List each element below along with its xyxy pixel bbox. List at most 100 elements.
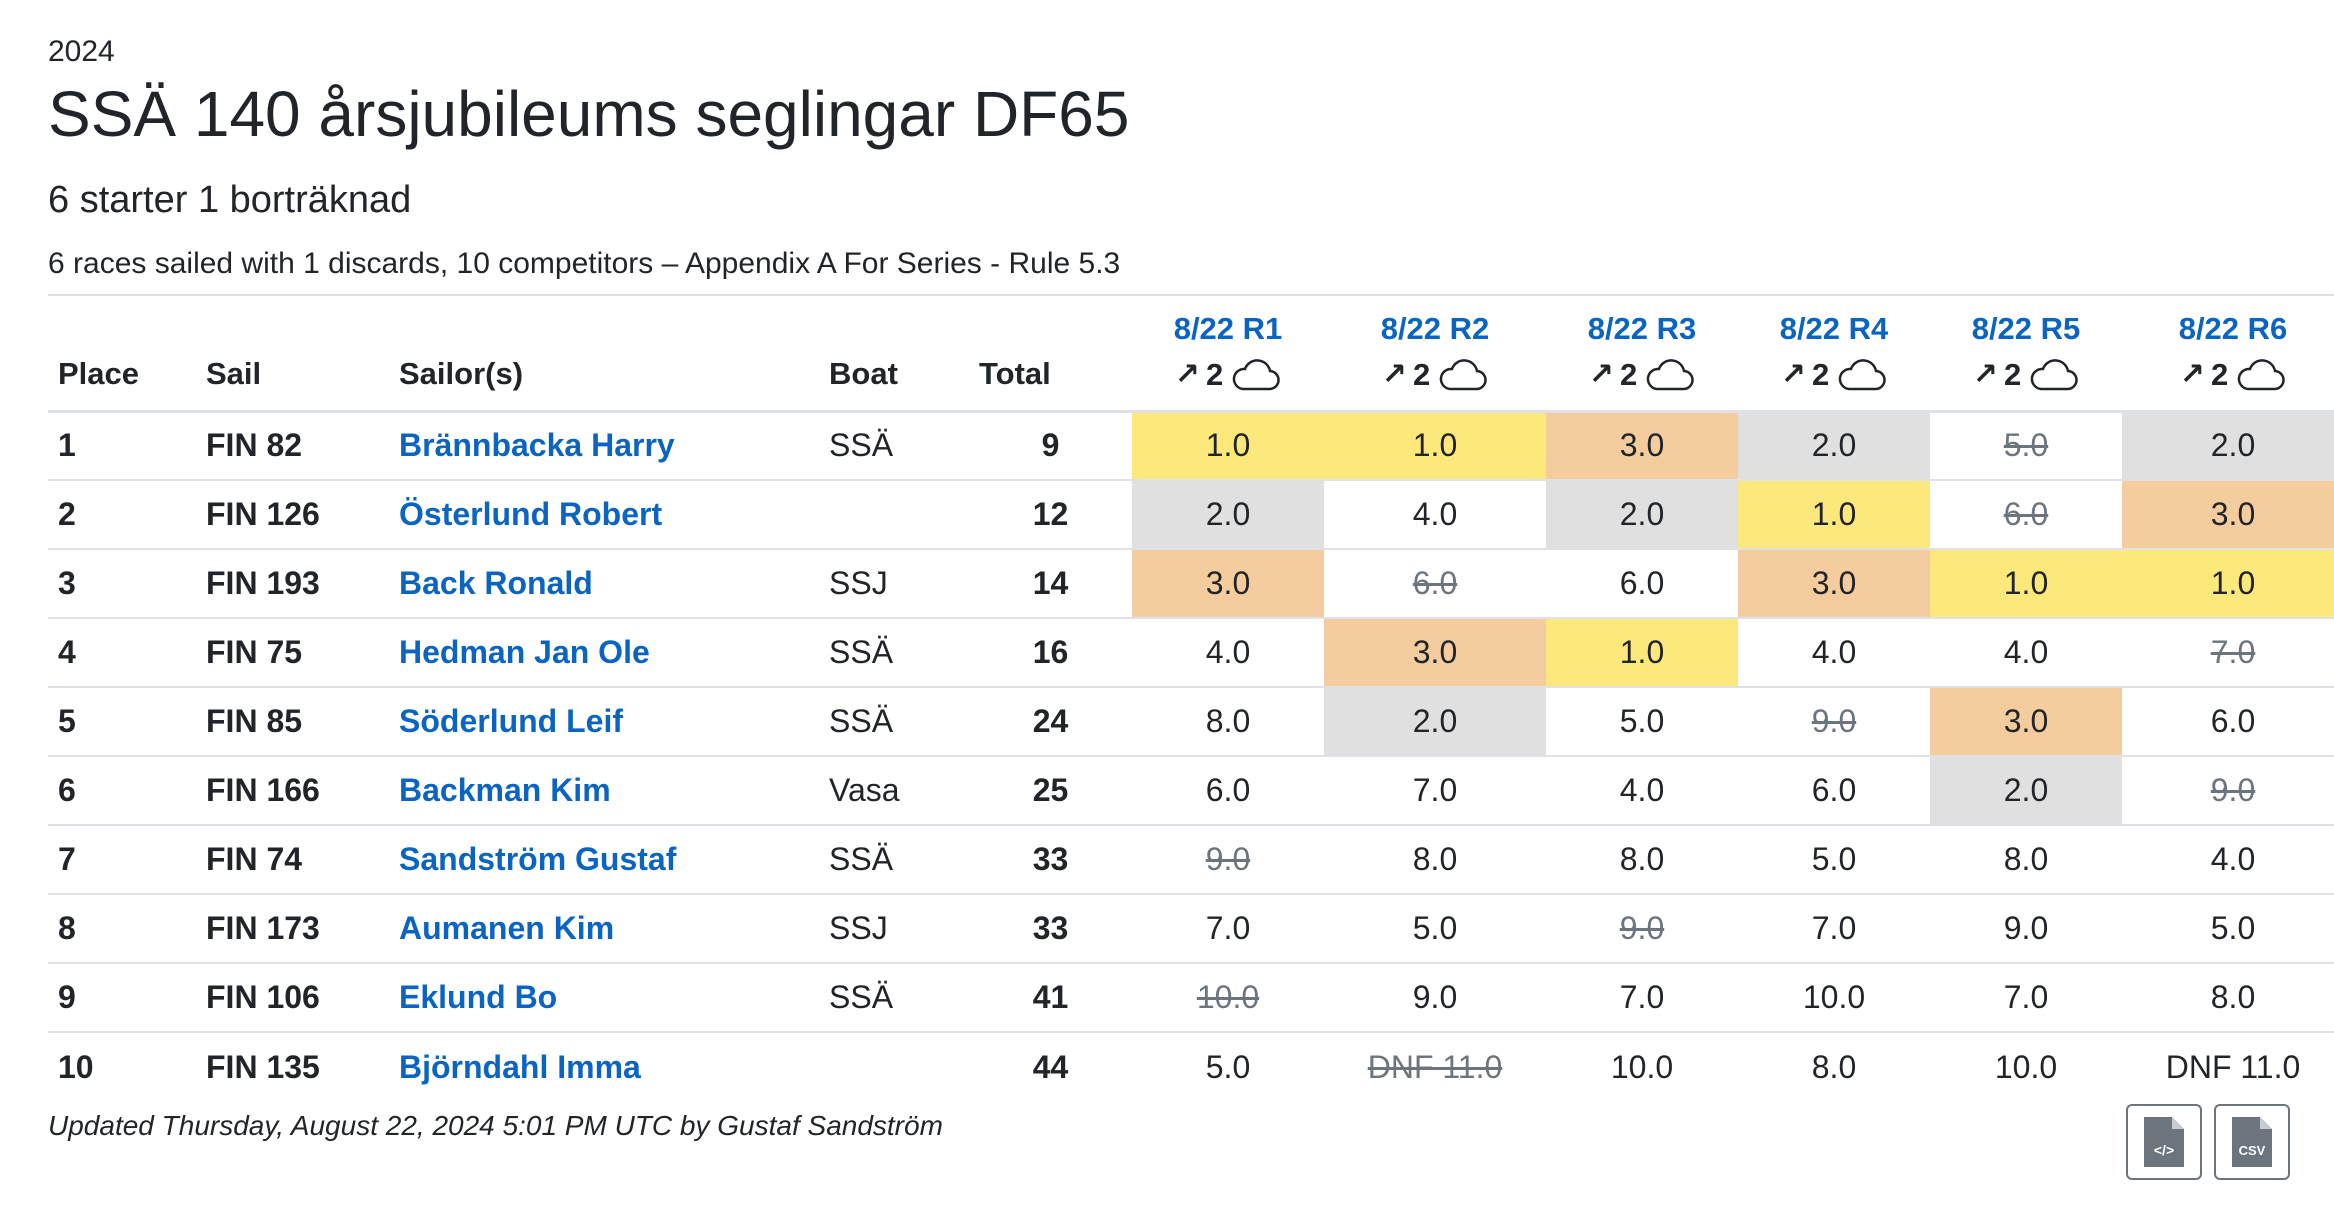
score-cell: 3.0 (1132, 549, 1324, 619)
place-cell: 6 (48, 756, 196, 826)
score-cell: DNF 11.0 (1367, 1048, 1503, 1085)
table-row: 7 FIN 74 Sandström Gustaf SSÄ 33 9.0 8.0 8.0 5.0… (48, 825, 2334, 895)
score-cell: 7.0 (1930, 963, 2122, 1033)
race-conditions: ↗ 2 (2132, 351, 2334, 399)
sailor-link[interactable]: Backman Kim (389, 756, 819, 826)
north-east-arrow-icon: ↗ (1174, 357, 1200, 391)
table-row: 2 FIN 126 Österlund Robert 12 2.0 4.0 2.0 1.0 6.… (48, 480, 2334, 550)
score-cell: 2.0 (1132, 480, 1324, 550)
place-cell: 10 (58, 1048, 94, 1085)
score-cell: 6.0 (1324, 549, 1546, 619)
cloud-icon (1232, 358, 1280, 390)
place-cell: 7 (48, 825, 196, 895)
boat-cell: SSÄ (819, 963, 969, 1033)
table-row: 8 FIN 173 Aumanen Kim SSJ 33 7.0 5.0 9.0 7.0 9.0 5… (48, 894, 2334, 964)
score-cell: 5.0 (1324, 894, 1546, 964)
score-cell: 8.0 (1324, 825, 1546, 895)
download-buttons: </> CSV (2126, 1104, 2290, 1180)
sail-cell: FIN 173 (196, 894, 389, 964)
score-cell: 2.0 (1324, 687, 1546, 757)
score-cell: 1.0 (1738, 480, 1930, 550)
score-cell: 3.0 (1738, 549, 1930, 619)
sail-cell: FIN 126 (196, 480, 389, 550)
race-conditions: ↗ 2 (1142, 351, 1314, 399)
table-row: 5 FIN 85 Söderlund Leif SSÄ 24 8.0 2.0 5.0 9.0 3.… (48, 687, 2334, 757)
code-file-icon: </> (2144, 1117, 2184, 1167)
total-cell: 33 (969, 894, 1132, 964)
score-cell: 6.0 (2122, 687, 2334, 757)
place-cell: 4 (48, 618, 196, 688)
cloud-icon (2237, 358, 2285, 390)
sail-cell: FIN 85 (196, 687, 389, 757)
boat-cell: SSJ (819, 549, 969, 619)
boat-cell: SSÄ (819, 687, 969, 757)
score-cell: 10.0 (1738, 963, 1930, 1033)
score-cell: 6.0 (1930, 480, 2122, 550)
race-header-r2: 8/22 R2 ↗ 2 (1324, 294, 1546, 413)
download-code-button[interactable]: </> (2126, 1104, 2202, 1180)
race-header-r6: 8/22 R6 ↗ 2 (2122, 294, 2334, 413)
sail-cell: FIN 135 (206, 1048, 320, 1085)
download-csv-button[interactable]: CSV (2214, 1104, 2290, 1180)
place-cell: 8 (48, 894, 196, 964)
north-east-arrow-icon: ↗ (1381, 357, 1407, 391)
score-cell: 7.0 (1738, 894, 1930, 964)
header-row: Place Sail Sailor(s) Boat Total 8/22 R1 ↗… (48, 294, 2334, 413)
race-link[interactable]: 8/22 R6 (2178, 310, 2288, 346)
boat-cell (819, 1032, 969, 1101)
score-cell: 6.0 (1546, 549, 1738, 619)
sailor-link[interactable]: Sandström Gustaf (389, 825, 819, 895)
score-cell: 9.0 (1738, 687, 1930, 757)
race-header-r5: 8/22 R5 ↗ 2 (1930, 294, 2122, 413)
sailor-link[interactable]: Aumanen Kim (389, 894, 819, 964)
total-cell: 41 (969, 963, 1132, 1033)
score-cell: 6.0 (1738, 756, 1930, 826)
wind-speed: 2 (1205, 356, 1224, 392)
sailor-link[interactable]: Björndahl Imma (399, 1048, 641, 1085)
series-summary: 6 races sailed with 1 discards, 10 compe… (48, 247, 1121, 280)
sailor-link[interactable]: Brännbacka Harry (389, 411, 819, 481)
boat-cell: SSÄ (819, 825, 969, 895)
total-cell: 24 (969, 687, 1132, 757)
race-link[interactable]: 8/22 R2 (1380, 310, 1490, 346)
sailor-link[interactable]: Back Ronald (389, 549, 819, 619)
score-cell: 5.0 (1738, 825, 1930, 895)
sail-cell: FIN 106 (196, 963, 389, 1033)
sailor-link[interactable]: Eklund Bo (389, 963, 819, 1033)
sailor-link[interactable]: Hedman Jan Ole (389, 618, 819, 688)
race-conditions: ↗ 2 (1748, 351, 1920, 399)
north-east-arrow-icon: ↗ (1780, 357, 1806, 391)
score-cell: 7.0 (1132, 894, 1324, 964)
boat-cell (819, 480, 969, 550)
svg-text:</>: </> (2154, 1142, 2174, 1158)
sailor-link[interactable]: Söderlund Leif (389, 687, 819, 757)
table-row: 9 FIN 106 Eklund Bo SSÄ 41 10.0 9.0 7.0 10.0 7.0 8… (48, 963, 2334, 1033)
race-link[interactable]: 8/22 R3 (1587, 310, 1697, 346)
score-cell: 10.0 (1994, 1048, 2058, 1085)
total-cell: 44 (1032, 1048, 1069, 1085)
race-link[interactable]: 8/22 R1 (1173, 310, 1283, 346)
total-cell: 12 (969, 480, 1132, 550)
score-cell: 3.0 (1324, 618, 1546, 688)
score-cell: 7.0 (1324, 756, 1546, 826)
total-cell: 14 (969, 549, 1132, 619)
score-cell: 1.0 (2122, 549, 2334, 619)
place-cell: 2 (48, 480, 196, 550)
svg-text:CSV: CSV (2239, 1143, 2266, 1158)
cloud-icon (1646, 358, 1694, 390)
sail-cell: FIN 75 (196, 618, 389, 688)
score-cell: 4.0 (1546, 756, 1738, 826)
score-cell: 8.0 (1930, 825, 2122, 895)
race-link[interactable]: 8/22 R4 (1779, 310, 1889, 346)
cloud-icon (1838, 358, 1886, 390)
sailor-link[interactable]: Österlund Robert (389, 480, 819, 550)
total-cell: 16 (969, 618, 1132, 688)
score-cell: 2.0 (2122, 411, 2334, 481)
wind-speed: 2 (1811, 356, 1830, 392)
page-title: SSÄ 140 årsjubileums seglingar DF65 (48, 78, 1130, 150)
wind-speed: 2 (2210, 356, 2229, 392)
race-link[interactable]: 8/22 R5 (1971, 310, 2081, 346)
score-cell: 1.0 (1930, 549, 2122, 619)
race-header-r4: 8/22 R4 ↗ 2 (1738, 294, 1930, 413)
north-east-arrow-icon: ↗ (1972, 357, 1998, 391)
